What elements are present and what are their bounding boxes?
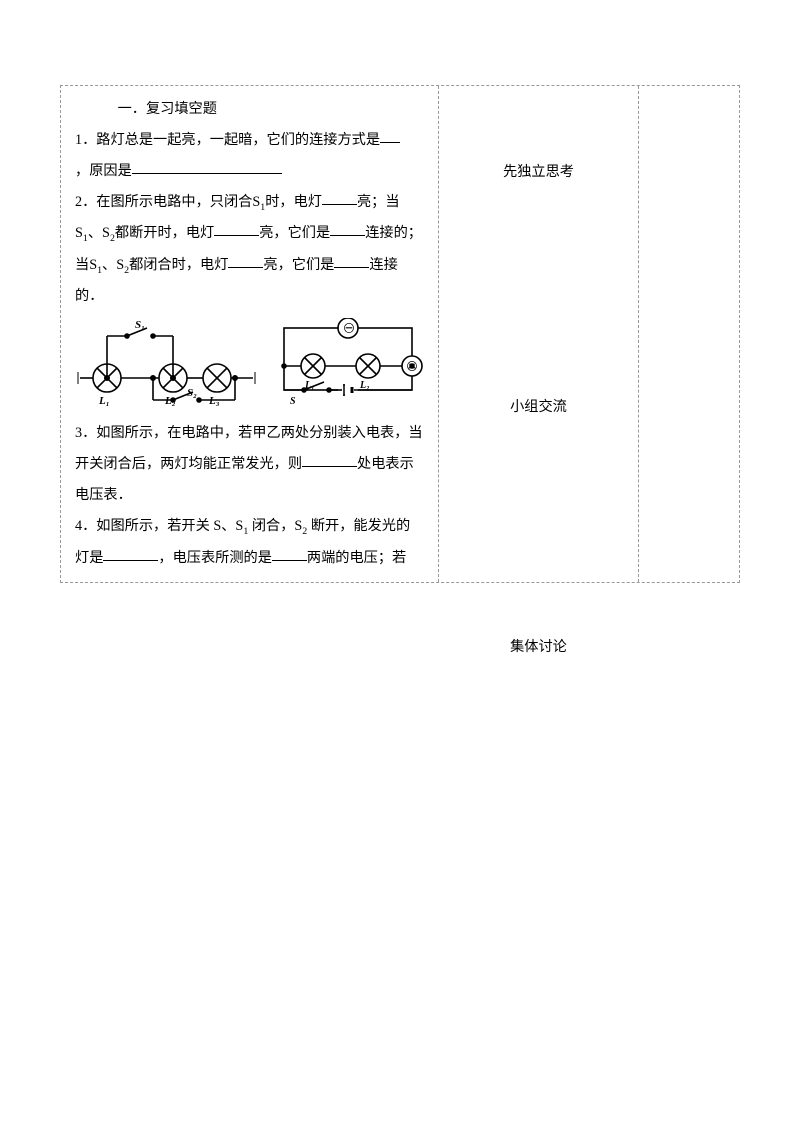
blank xyxy=(103,546,158,560)
q2-text-f: 亮，它们是 xyxy=(259,225,330,241)
question-2: 2．在图所示电路中，只闭合S1时，电灯亮；当S1、S2都断开时，电灯亮，它们是连… xyxy=(75,187,424,312)
label-l2: L₂ xyxy=(359,380,370,391)
blank xyxy=(272,546,307,560)
label-s: S xyxy=(290,396,296,407)
label-s1: S₁ xyxy=(135,319,145,331)
blank xyxy=(330,222,365,236)
label-s2: S₂ xyxy=(187,387,197,399)
empty-column xyxy=(639,86,739,582)
q2-text-a: 2．在图所示电路中，只闭合S xyxy=(75,194,260,210)
blank xyxy=(322,191,357,205)
label-l2: L₂ xyxy=(164,395,176,407)
q4-text-b: 闭合，S xyxy=(248,518,302,534)
blank xyxy=(214,222,259,236)
blank xyxy=(334,254,369,268)
note-group: 小组交流 xyxy=(439,396,638,416)
note-discuss: 集体讨论 xyxy=(439,636,638,656)
label-yi: ㊁ xyxy=(407,360,417,373)
q2-text-b: 时，电灯 xyxy=(265,194,322,210)
blank xyxy=(380,129,400,143)
blank xyxy=(228,254,263,268)
diagram-row: S₁ L₁ L₂ L₃ S₂ xyxy=(75,318,424,408)
question-4: 4．如图所示，若开关 S、S1 闭合，S2 断开，能发光的灯是，电压表所测的是两… xyxy=(75,511,424,573)
section-title: 一．复习填空题 xyxy=(75,94,424,125)
circuit-diagram-2: ㊀ ㊁ L₁ L₂ S xyxy=(274,318,424,408)
label-l1: L₁ xyxy=(304,380,315,391)
q4-text-a: 4．如图所示，若开关 S、S xyxy=(75,518,243,534)
q4-text-d: ，电压表所测的是 xyxy=(158,550,272,566)
q4-text-e: 两端的电压；若 xyxy=(307,550,406,566)
circuit-diagram-1: S₁ L₁ L₂ L₃ S₂ xyxy=(75,318,260,408)
question-1: 1．路灯总是一起亮，一起暗，它们的连接方式是 ，原因是 xyxy=(75,125,424,187)
method-column: 先独立思考 小组交流 集体讨论 xyxy=(439,86,639,582)
q2-text-i: 都闭合时，电灯 xyxy=(129,257,228,273)
note-independent: 先独立思考 xyxy=(439,161,638,181)
q1-text-a: 1．路灯总是一起亮，一起暗，它们的连接方式是 xyxy=(75,132,380,148)
content-column: 一．复习填空题 1．路灯总是一起亮，一起暗，它们的连接方式是 ，原因是 2．在图… xyxy=(61,86,439,582)
q2-text-j: 亮，它们是 xyxy=(263,257,334,273)
label-jia: ㊀ xyxy=(344,322,354,335)
q2-text-h: 、S xyxy=(102,257,124,273)
label-l1: L₁ xyxy=(98,395,110,407)
q2-text-e: 都断开时，电灯 xyxy=(115,225,214,241)
blank xyxy=(132,160,282,174)
blank xyxy=(302,453,357,467)
q2-text-d: 、S xyxy=(88,225,110,241)
label-l3: L₃ xyxy=(208,395,220,407)
q1-text-b: ，原因是 xyxy=(75,163,132,179)
worksheet-table: 一．复习填空题 1．路灯总是一起亮，一起暗，它们的连接方式是 ，原因是 2．在图… xyxy=(60,85,740,583)
question-3: 3．如图所示，在电路中，若甲乙两处分别装入电表，当开关闭合后，两灯均能正常发光，… xyxy=(75,418,424,511)
